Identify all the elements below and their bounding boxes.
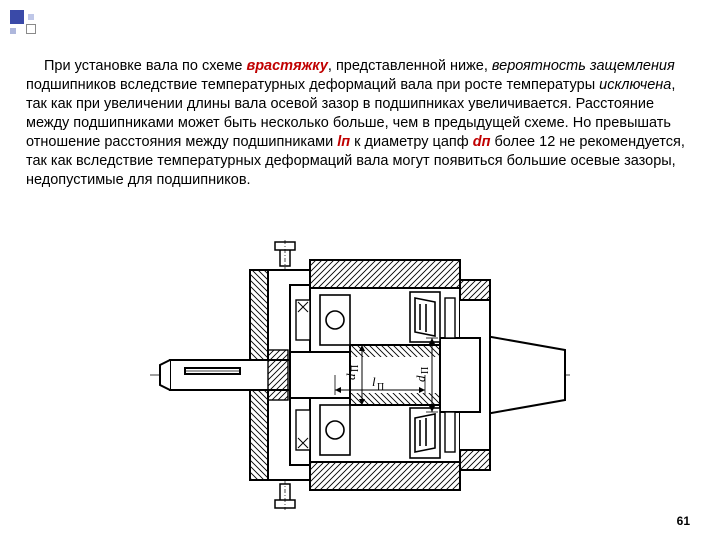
dim-label-dp2-sub: П bbox=[420, 367, 431, 374]
symbol-dp: dп bbox=[473, 134, 491, 150]
text-seg5: к диаметру цапф bbox=[350, 134, 473, 150]
emphasis-vrastyazhku: врастяжку bbox=[246, 58, 327, 74]
dim-label-lp-sub: П bbox=[377, 382, 384, 393]
deco-square bbox=[10, 28, 16, 34]
deco-square bbox=[28, 14, 34, 20]
deco-square bbox=[26, 24, 36, 34]
dim-label-dp-sub: П bbox=[350, 365, 361, 372]
main-paragraph: При установке вала по схеме врастяжку, п… bbox=[26, 57, 700, 191]
text-seg1: При установке вала по схеме bbox=[44, 58, 246, 74]
symbol-lp: lп bbox=[337, 134, 350, 150]
text-seg3: подшипников вследствие температурных деф… bbox=[26, 77, 599, 93]
dim-label-lp: l bbox=[372, 374, 376, 389]
corner-decoration bbox=[10, 10, 50, 40]
deco-square bbox=[10, 10, 24, 24]
emphasis-prob: вероятность защемления bbox=[492, 58, 675, 74]
text-seg2: , представленной ниже, bbox=[328, 58, 492, 74]
dim-label-dp: d bbox=[343, 373, 358, 380]
page-number: 61 bbox=[677, 514, 690, 528]
shaft-assembly-drawing: l П d П d П bbox=[150, 240, 570, 510]
dim-label-dp2: d bbox=[413, 375, 428, 382]
emphasis-excl: исключена bbox=[599, 77, 671, 93]
